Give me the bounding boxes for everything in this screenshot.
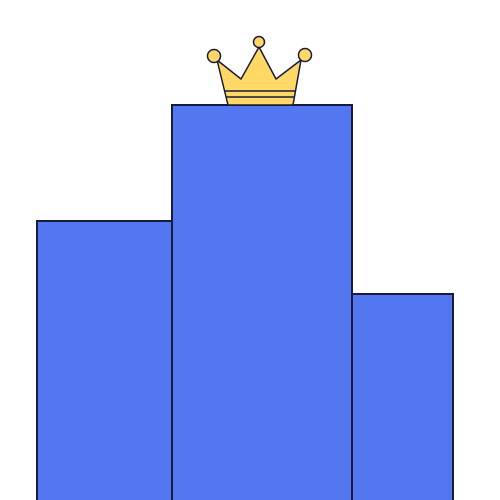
crown-jewel-center bbox=[252, 35, 266, 49]
crown-jewel-left bbox=[206, 48, 222, 64]
crown-icon bbox=[206, 35, 313, 106]
crown-jewel-right bbox=[297, 47, 313, 63]
podium-block-third bbox=[351, 293, 454, 500]
podium-block-first bbox=[171, 104, 353, 500]
podium-block-second bbox=[36, 220, 173, 500]
